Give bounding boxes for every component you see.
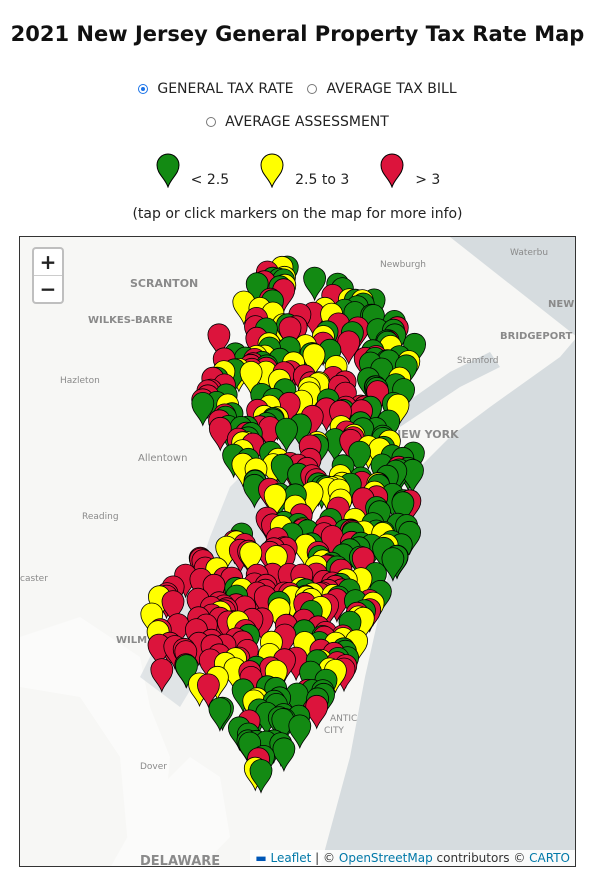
map-label: NEW — [548, 299, 574, 310]
ocean — [320, 237, 575, 866]
map-marker[interactable] — [278, 316, 302, 352]
map-label: ANTIC — [330, 714, 357, 724]
legend-label: 2.5 to 3 — [295, 172, 350, 188]
flag: ▬ — [255, 851, 267, 865]
map-label: WILM — [116, 635, 147, 646]
map-canvas: SCRANTON WILKES-BARRE Hazleton Allentown Rea… — [20, 237, 575, 867]
options-row: GENERAL TAX RATE AVERAGE TAX BILL — [0, 81, 595, 97]
pin — [260, 153, 284, 188]
copyright: © — [323, 851, 336, 865]
leaflet-link[interactable]: Leaflet — [270, 851, 312, 865]
legend-item: > 3 — [379, 152, 440, 188]
options-row: AVERAGE ASSESSMENT — [0, 114, 595, 130]
map-label: CITY — [324, 726, 344, 736]
zoom-control: + − — [32, 247, 64, 304]
note: (tap or click markers on the map for mor… — [132, 206, 463, 222]
map-label: caster — [20, 574, 48, 584]
pin — [156, 153, 180, 188]
land — [20, 617, 170, 866]
zoom-button[interactable]: − — [34, 275, 62, 302]
legend-pin — [380, 153, 404, 188]
map-label: BRIDGEPORT — [500, 331, 572, 342]
map-marker[interactable] — [191, 392, 215, 427]
legend-pin — [156, 153, 180, 188]
map-marker[interactable] — [275, 417, 298, 453]
radio-button — [206, 117, 217, 127]
contributors: contributors © — [436, 851, 526, 865]
map-marker[interactable] — [239, 541, 263, 577]
map[interactable]: SCRANTON WILKES-BARRE Hazleton Allentown Rea… — [19, 236, 576, 867]
map-marker[interactable] — [196, 673, 220, 709]
title: 2021 New Jersey General Property Tax Rat… — [10, 22, 585, 46]
map-label: Allentown — [138, 453, 187, 464]
legend-label: > 3 — [415, 172, 441, 188]
radio-button — [138, 84, 149, 94]
zoom-button[interactable]: + — [39, 250, 57, 274]
legend-label: < 2.5 — [190, 172, 230, 188]
legend-pin — [260, 153, 284, 188]
map-label: Waterbu — [510, 248, 548, 258]
map-label: Stamford — [457, 356, 498, 366]
radio-label: AVERAGE ASSESSMENT — [225, 114, 389, 130]
map-marker[interactable] — [249, 759, 273, 794]
map-label: Reading — [82, 512, 119, 522]
carto-link[interactable]: CARTO — [529, 851, 570, 865]
radio-option[interactable]: GENERAL TAX RATE — [138, 81, 293, 97]
map-marker[interactable] — [302, 343, 326, 378]
land — [111, 757, 230, 866]
radio-option[interactable]: AVERAGE ASSESSMENT — [206, 114, 389, 130]
map-marker[interactable] — [263, 484, 287, 519]
osm-link[interactable]: OpenStreetMap — [338, 851, 433, 865]
map-marker[interactable] — [161, 590, 185, 625]
map-marker[interactable] — [272, 737, 296, 773]
map-label: NEW YORK — [392, 428, 459, 441]
map-label: WILKES-BARRE — [88, 315, 173, 326]
legend-item: 2.5 to 3 — [259, 152, 349, 188]
map-marker[interactable] — [208, 697, 232, 732]
legend-item: < 2.5 — [155, 152, 229, 188]
separator: | — [315, 851, 320, 865]
map-marker[interactable] — [303, 266, 327, 302]
map-marker[interactable] — [150, 658, 174, 693]
radio-label: AVERAGE TAX BILL — [326, 81, 457, 97]
radio-option[interactable]: AVERAGE TAX BILL — [307, 81, 457, 97]
legend: < 2.5 2.5 to 3 > 3 — [0, 152, 595, 188]
radio-button — [307, 84, 318, 94]
map-label: SCRANTON — [130, 277, 198, 290]
map-marker[interactable] — [239, 361, 263, 396]
map-marker[interactable] — [391, 491, 415, 526]
radio-label: GENERAL TAX RATE — [157, 81, 294, 97]
map-label: Hazleton — [60, 376, 100, 386]
attribution: ▬ Leaflet | © OpenStreetMap contributors… — [250, 850, 575, 866]
map-label: Newburgh — [380, 260, 426, 270]
map-label: DELAWARE — [140, 854, 220, 867]
map-marker[interactable] — [207, 323, 231, 359]
pin — [380, 153, 404, 188]
map-marker[interactable] — [288, 714, 312, 750]
map-label: Dover — [140, 762, 167, 772]
